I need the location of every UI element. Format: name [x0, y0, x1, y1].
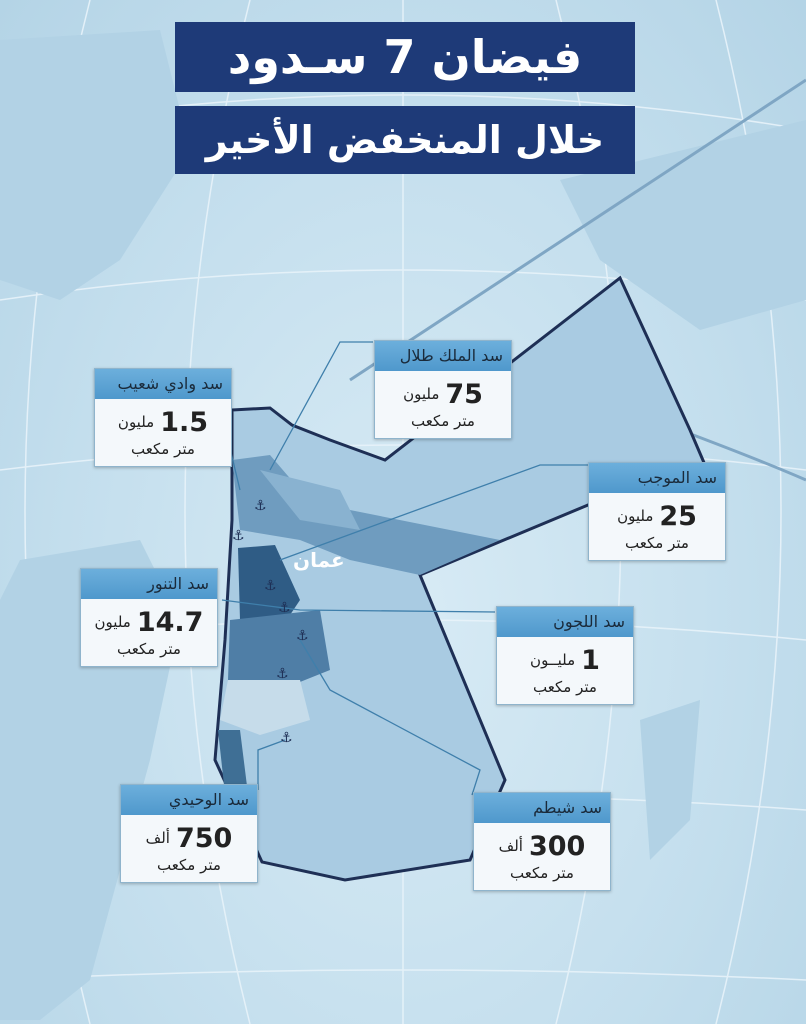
dam-name: سد التنور	[81, 569, 217, 599]
title-line-2: خلال المنخفض الأخير	[175, 106, 635, 174]
dam-scale: مليون	[117, 413, 155, 431]
dam-scale: مليــون	[530, 651, 576, 669]
dam-value: 25	[659, 501, 697, 532]
svg-text:⚓: ⚓	[296, 628, 309, 644]
dam-value: 1	[581, 645, 600, 676]
dam-name: سد الملك طلال	[375, 341, 511, 371]
dam-name: سد شيطم	[474, 793, 610, 823]
dam-scale: مليون	[403, 385, 440, 403]
dam-value: 1.5	[160, 407, 209, 438]
dam-card-tannur: سد التنور 14.7 مليون متر مكعب	[80, 568, 218, 667]
dam-value: 300	[528, 831, 586, 862]
dam-value: 75	[445, 379, 483, 410]
dam-anchor-icons: ⚓⚓⚓ ⚓⚓⚓⚓	[232, 498, 309, 746]
svg-text:⚓: ⚓	[280, 730, 293, 746]
dam-unit: متر مكعب	[411, 412, 475, 430]
dam-card-wadi-shuaib: سد وادي شعيب 1.5 مليون متر مكعب	[94, 368, 232, 467]
dam-scale: ألف	[498, 837, 523, 855]
dam-name: سد اللجون	[497, 607, 633, 637]
dam-unit: متر مكعب	[117, 640, 181, 658]
dam-unit: متر مكعب	[131, 440, 195, 458]
svg-text:⚓: ⚓	[254, 498, 267, 514]
dam-unit: متر مكعب	[533, 678, 597, 696]
dam-value: 750	[175, 823, 233, 854]
title-line-1: فيضان 7 سـدود	[175, 22, 635, 92]
svg-text:⚓: ⚓	[276, 666, 289, 682]
dam-name: سد الموجب	[589, 463, 725, 493]
route-line	[349, 78, 806, 382]
dam-card-king-talal: سد الملك طلال 75 مليون متر مكعب	[374, 340, 512, 439]
svg-text:⚓: ⚓	[232, 528, 245, 544]
dam-unit: متر مكعب	[510, 864, 574, 882]
dam-card-shaitam: سد شيطم 300 ألف متر مكعب	[473, 792, 611, 891]
dam-name: سد وادي شعيب	[95, 369, 231, 399]
svg-text:⚓: ⚓	[278, 600, 291, 616]
dam-value: 14.7	[136, 607, 204, 638]
dam-card-wuheida: سد الوحيدي 750 ألف متر مكعب	[120, 784, 258, 883]
dam-scale: ألف	[145, 829, 170, 847]
dam-unit: متر مكعب	[157, 856, 221, 874]
leader-lines	[221, 341, 588, 796]
svg-text:⚓: ⚓	[264, 578, 277, 594]
dam-unit: متر مكعب	[625, 534, 689, 552]
dam-name: سد الوحيدي	[121, 785, 257, 815]
dam-card-mujib: سد الموجب 25 مليون متر مكعب	[588, 462, 726, 561]
city-label-amman: عمان	[293, 548, 345, 572]
dam-scale: مليون	[94, 613, 131, 631]
dam-card-lajoun: سد اللجون 1 مليــون متر مكعب	[496, 606, 634, 705]
dam-scale: مليون	[617, 507, 654, 525]
route-line	[679, 428, 806, 482]
